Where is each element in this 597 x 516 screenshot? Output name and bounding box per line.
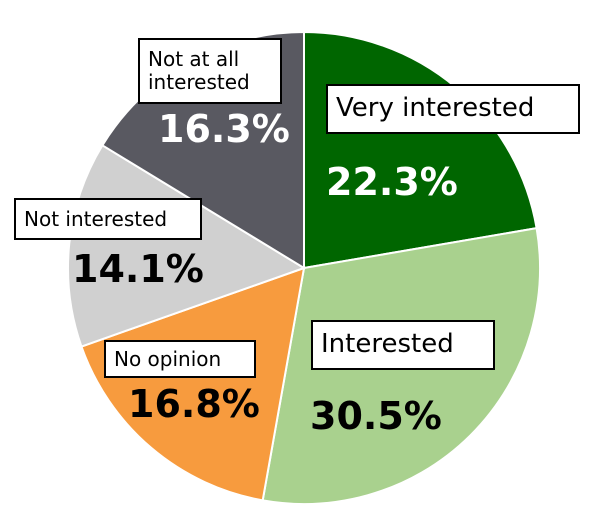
value-label: 22.3%	[326, 160, 458, 204]
category-label: Not interested	[14, 198, 202, 240]
pie-slice	[303, 30, 538, 270]
pie-slice	[67, 143, 307, 348]
pie-slice	[80, 266, 306, 502]
value-label: 14.1%	[72, 247, 204, 291]
category-label: Very interested	[326, 84, 580, 134]
value-label: 16.3%	[158, 107, 290, 151]
category-label: No opinion	[104, 340, 256, 378]
category-label: Interested	[311, 320, 495, 370]
category-label: Not at all interested	[138, 38, 282, 104]
value-label: 30.5%	[310, 394, 442, 438]
value-label: 16.8%	[128, 382, 260, 426]
